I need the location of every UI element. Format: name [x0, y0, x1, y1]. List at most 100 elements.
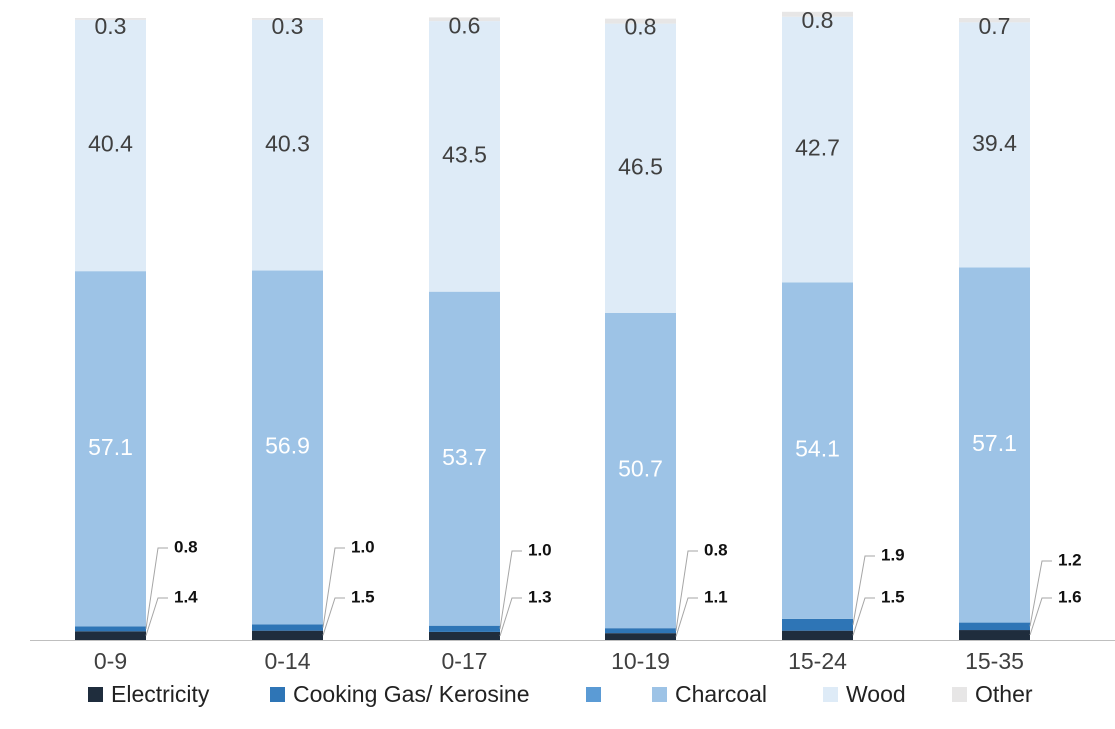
bar-segment-electricity: [429, 631, 500, 640]
leader-line: [675, 550, 698, 631]
leader-line: [499, 550, 522, 629]
data-label: 0.8: [802, 7, 834, 33]
bar-segment-other: [605, 18, 676, 24]
bar-segment-charcoal: [252, 270, 323, 625]
bar-segment-charcoal: [429, 291, 500, 626]
x-tick-labels-group: 0-9 0-14 0-17 10-19 15-24 15-35: [94, 648, 1024, 674]
data-label: 1.4: [174, 587, 198, 606]
bar-segment-other: [429, 17, 500, 22]
legend-swatch: [952, 686, 967, 702]
x-tick-label: 10-19: [611, 648, 670, 674]
data-label: 0.3: [272, 13, 304, 39]
data-label: 0.7: [979, 13, 1011, 39]
x-tick-label: 0-14: [264, 648, 310, 674]
bar-segment-other: [252, 18, 323, 20]
data-label: 53.7: [442, 444, 487, 470]
data-label: 43.5: [442, 141, 487, 167]
data-label: 0.3: [95, 13, 127, 39]
data-labels-group: 57.1 40.4 0.3 1.4 0.8 56.9 40.3 0.3 1.5 1.0 53.7 43…: [88, 7, 1082, 607]
data-label: 1.0: [351, 537, 375, 556]
x-tick-label: 0-17: [441, 648, 487, 674]
bar-segment-electricity: [252, 630, 323, 640]
leader-line: [1029, 560, 1052, 627]
bar-segment-electricity: [75, 631, 146, 640]
data-label: 1.6: [1058, 587, 1082, 606]
data-label: 57.1: [972, 430, 1017, 456]
data-label: 1.1: [704, 587, 728, 606]
bar-segment-other: [959, 18, 1030, 23]
data-label: 46.5: [618, 153, 663, 179]
bars-group: [75, 11, 1030, 640]
bar-segment-wood: [75, 19, 146, 272]
bar-segment-cooking-gas-kerosine: [429, 625, 500, 632]
legend-item: Charcoal: [652, 676, 767, 712]
bar-segment-electricity: [782, 630, 853, 640]
x-tick-label: 15-35: [965, 648, 1024, 674]
bar-segment-charcoal: [782, 282, 853, 619]
data-label: 1.5: [351, 587, 375, 606]
chart-legend: Electricity Cooking Gas/ Kerosine Charcoal…: [0, 676, 1115, 712]
bar-segment-cooking-gas-kerosine: [252, 624, 323, 631]
leader-line: [852, 555, 875, 625]
bar-segment-electricity: [959, 630, 1030, 640]
data-label: 0.8: [174, 537, 198, 556]
legend-item: [586, 676, 609, 712]
data-label: 50.7: [618, 456, 663, 482]
bar-segment-cooking-gas-kerosine: [605, 628, 676, 634]
leader-line: [852, 597, 875, 636]
legend-swatch: [270, 686, 285, 702]
data-label: 1.3: [528, 587, 552, 606]
bar-segment-charcoal: [75, 271, 146, 627]
leader-line: [145, 597, 168, 636]
data-label: 56.9: [265, 433, 310, 459]
bar-segment-charcoal: [959, 267, 1030, 623]
leader-line: [1029, 597, 1052, 636]
bar-segment-electricity: [605, 633, 676, 640]
x-tick-label: 0-9: [94, 648, 127, 674]
data-label: 1.2: [1058, 550, 1082, 569]
bar-segment-cooking-gas-kerosine: [75, 626, 146, 632]
bar-segment-other: [75, 18, 146, 20]
bar-segment-charcoal: [605, 312, 676, 629]
legend-label: Electricity: [111, 680, 210, 707]
data-label: 1.5: [881, 587, 905, 606]
data-label: 0.8: [704, 540, 728, 559]
legend-swatch: [88, 686, 103, 702]
legend-swatch: [823, 686, 838, 702]
bar-segment-cooking-gas-kerosine: [782, 618, 853, 631]
data-label: 54.1: [795, 436, 840, 462]
leader-line: [322, 547, 345, 628]
legend-label: Wood: [846, 680, 906, 707]
bar-segment-wood: [959, 22, 1030, 268]
data-label: 1.0: [528, 540, 552, 559]
bar-segment-wood: [782, 16, 853, 283]
legend-label: Cooking Gas/ Kerosine: [293, 680, 530, 707]
leader-lines-group: [145, 547, 1052, 637]
data-label: 57.1: [88, 434, 133, 460]
legend-swatch: [652, 686, 667, 702]
data-label: 0.8: [625, 14, 657, 40]
leader-line: [675, 597, 698, 637]
legend-item: Electricity: [88, 676, 209, 712]
legend-swatch: [586, 686, 601, 702]
legend-label: Other: [975, 680, 1033, 707]
data-label: 39.4: [972, 130, 1017, 156]
leader-line: [322, 597, 345, 636]
x-tick-label: 15-24: [788, 648, 847, 674]
data-label: 42.7: [795, 135, 840, 161]
legend-item: Wood: [823, 676, 906, 712]
bar-segment-wood: [605, 23, 676, 313]
legend-item: Cooking Gas/ Kerosine: [270, 676, 530, 712]
data-label: 40.4: [88, 131, 133, 157]
bar-segment-other: [782, 11, 853, 17]
leader-line: [145, 547, 168, 629]
leader-line: [499, 597, 522, 637]
bar-segment-cooking-gas-kerosine: [959, 622, 1030, 631]
bar-segment-wood: [252, 19, 323, 271]
legend-item: Other: [952, 676, 1033, 712]
data-label: 1.9: [881, 545, 905, 564]
bar-segment-wood: [429, 21, 500, 292]
data-label: 40.3: [265, 130, 310, 156]
data-label: 0.6: [449, 12, 481, 38]
